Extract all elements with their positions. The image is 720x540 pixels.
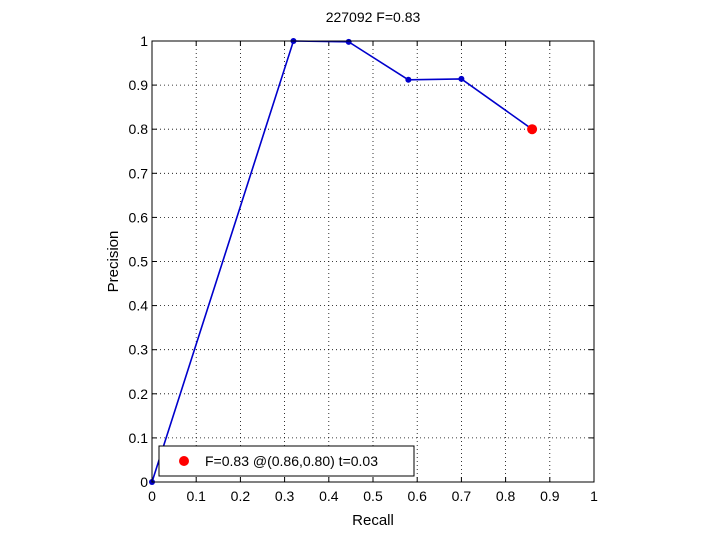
x-tick-label: 0.5: [363, 488, 383, 504]
legend-marker: [179, 456, 189, 466]
y-tick-label: 0.4: [129, 298, 149, 314]
series-line: [151, 40, 533, 483]
y-tick-label: 0.9: [129, 77, 149, 93]
x-axis-label: Recall: [352, 512, 394, 529]
series: [149, 38, 538, 485]
data-point: [405, 76, 412, 83]
y-axis-label: Precision: [105, 231, 122, 293]
legend-entry: F=0.83 @(0.86,0.80) t=0.03: [205, 453, 378, 469]
plot-frame: [151, 40, 595, 483]
x-tick-label: 0.3: [275, 488, 295, 504]
x-tick-label: 1: [590, 488, 598, 504]
chart-title: 227092 F=0.83: [326, 9, 421, 25]
y-tick-label: 0.7: [129, 165, 149, 181]
ticks: 0 0.1 0.2 0.3 0.4 0.5 0.6 0.7 0.8 0.9 1 0 0.1 0.2 0.3 0…: [129, 33, 599, 504]
data-point: [345, 38, 352, 45]
x-tick-label: 0.8: [496, 488, 516, 504]
y-tick-label: 0.5: [129, 254, 149, 270]
x-tick-label: 0.1: [186, 488, 206, 504]
y-tick-label: 0.1: [129, 430, 149, 446]
grid: [152, 41, 594, 482]
x-tick-label: 0.4: [319, 488, 339, 504]
y-tick-label: 0.6: [129, 209, 149, 225]
x-tick-label: 0.6: [407, 488, 427, 504]
y-tick-label: 0.8: [129, 121, 149, 137]
legend-box: [158, 445, 415, 477]
data-point: [458, 75, 465, 82]
legend: F=0.83 @(0.86,0.80) t=0.03: [158, 445, 415, 477]
x-tick-label: 0.9: [540, 488, 560, 504]
best-f-point: [527, 124, 538, 135]
x-tick-label: 0.2: [231, 488, 251, 504]
y-tick-label: 1: [140, 33, 148, 49]
x-tick-label: 0: [148, 488, 156, 504]
y-tick-label: 0.2: [129, 386, 149, 402]
y-tick-label: 0.3: [129, 342, 149, 358]
x-tick-label: 0.7: [452, 488, 472, 504]
y-tick-label: 0: [140, 474, 148, 490]
